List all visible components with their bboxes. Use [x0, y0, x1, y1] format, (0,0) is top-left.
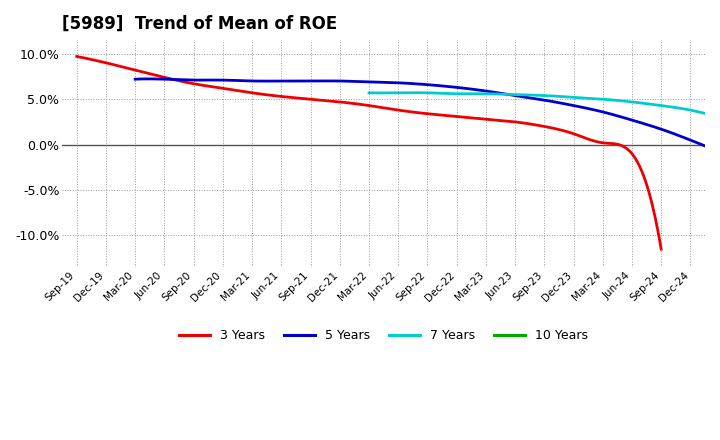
Legend: 3 Years, 5 Years, 7 Years, 10 Years: 3 Years, 5 Years, 7 Years, 10 Years [174, 324, 593, 348]
Text: [5989]  Trend of Mean of ROE: [5989] Trend of Mean of ROE [62, 15, 338, 33]
